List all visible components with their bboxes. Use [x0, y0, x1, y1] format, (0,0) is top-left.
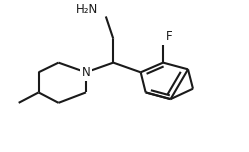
Text: N: N	[81, 66, 90, 79]
Text: F: F	[166, 30, 172, 43]
Text: H₂N: H₂N	[76, 3, 98, 16]
